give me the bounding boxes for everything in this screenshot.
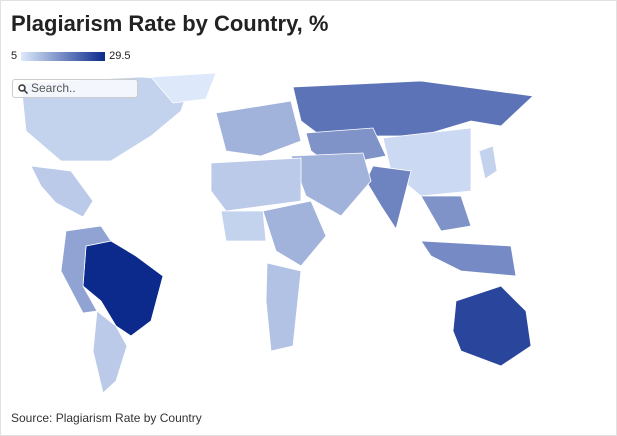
legend: 5 29.5 [11,50,131,62]
region[interactable] [60,225,112,314]
region[interactable] [420,240,517,277]
legend-max: 29.5 [109,50,131,62]
region[interactable] [478,145,498,180]
region[interactable] [150,72,217,104]
region[interactable] [452,285,532,367]
search-icon [18,84,28,94]
region[interactable] [82,240,164,337]
source: Source: Plagiarism Rate by Country [11,411,202,425]
region[interactable] [292,80,534,137]
title: Plagiarism Rate by Country, % [11,11,329,36]
legend-bar [21,51,106,61]
region[interactable] [420,195,472,232]
search-box[interactable]: Search.. [12,79,138,98]
region[interactable] [265,262,302,352]
region[interactable] [290,152,372,217]
region[interactable] [92,310,128,394]
search-placeholder: Search.. [31,81,76,95]
region[interactable] [365,165,412,230]
region[interactable] [262,200,327,267]
legend-min: 5 [11,50,18,62]
region[interactable] [210,157,302,212]
region[interactable] [215,100,302,157]
region[interactable] [30,165,94,218]
region[interactable] [220,210,267,242]
